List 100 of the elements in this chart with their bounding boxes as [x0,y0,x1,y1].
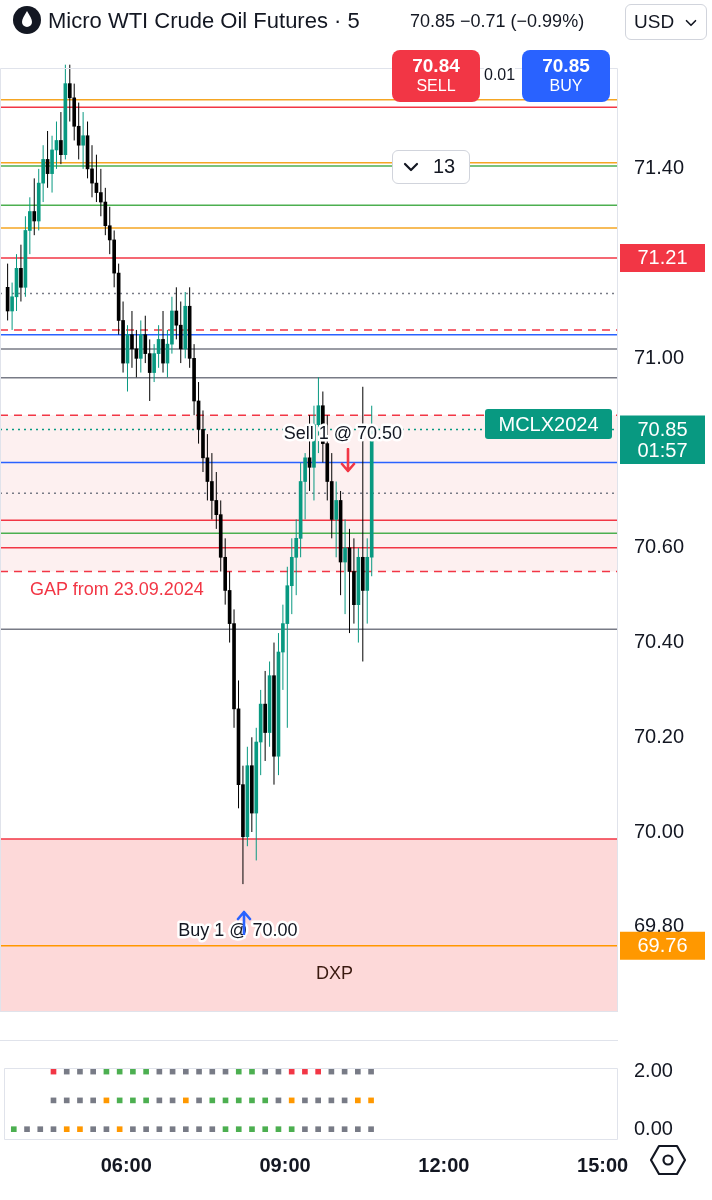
point [209,1068,216,1075]
chart-subtitle: 70.85 −0.71 (−0.99%) [410,11,585,32]
point [116,1126,123,1133]
point [235,1068,242,1075]
candlestick [59,111,63,165]
candlestick [67,64,72,123]
point [302,1097,308,1104]
point [368,1068,374,1075]
point [50,1126,57,1133]
point [130,1097,136,1104]
point [77,1097,83,1104]
point [355,1097,361,1104]
annotation: 70.85 [541,55,591,77]
point [315,1126,321,1133]
point [235,1126,242,1133]
point [103,1126,110,1133]
point [288,1068,295,1075]
x-tick-label: 06:00 [100,1153,152,1176]
candlestick [147,338,152,402]
annotation: SELL [415,77,457,95]
ref-line-label: 69.76 [637,934,688,957]
point [288,1097,295,1104]
chart-title: Micro WTI Crude Oil Futures · 5 [48,8,360,34]
candlestick [152,343,156,383]
y-tick-label: 70.60 [634,535,685,558]
point [249,1126,255,1133]
annotation: 70.84 [411,55,461,77]
candlestick [130,310,134,369]
annotation: MCLX2024 [485,409,612,439]
point [262,1068,269,1075]
point [288,1126,295,1133]
point [77,1126,83,1133]
annotation: GAP from 23.09.2024 [30,579,204,600]
y-tick-label: 70.20 [634,724,685,747]
point [196,1097,202,1104]
point [315,1068,321,1075]
candlestick [76,102,81,160]
candlestick [107,206,112,255]
point [368,1126,374,1133]
point [209,1097,216,1104]
text: 01:57 [620,437,705,464]
y-tick-label: 70.00 [634,819,685,842]
point [182,1126,189,1133]
point [315,1097,321,1104]
y-tick-label: 2.00 [634,1059,673,1082]
text: USD [634,11,675,33]
point [328,1126,335,1133]
y-tick-label: 71.40 [634,156,685,179]
candlestick [90,144,94,198]
point [368,1097,374,1104]
y-tick-label: 70.40 [634,630,685,653]
candlestick [210,452,214,520]
point [130,1068,136,1075]
point [10,1126,17,1133]
point [302,1126,308,1133]
point [24,1126,30,1133]
point [249,1068,255,1075]
annotation: 13 [433,155,456,178]
point [209,1126,216,1133]
point [222,1126,229,1133]
x-tick-label: 12:00 [418,1153,470,1176]
candlestick [343,518,347,615]
point [143,1126,149,1133]
candlestick [334,481,338,558]
point [355,1126,361,1133]
point [143,1097,149,1104]
candlestick [19,244,23,303]
y-tick-label: 71.00 [634,345,685,368]
point [249,1097,255,1104]
point [341,1126,348,1133]
point [262,1126,269,1133]
candlestick [81,111,85,170]
point [63,1097,70,1104]
annotation: BUY [548,77,584,95]
point [37,1126,44,1133]
point [196,1068,202,1075]
point [63,1126,70,1133]
point [169,1126,176,1133]
point [182,1068,189,1075]
point [77,1068,83,1075]
annotation: 0.01 [484,66,516,84]
point [156,1126,163,1133]
point [130,1126,136,1133]
point [196,1126,202,1133]
ref-line-label: 70.85 [637,417,688,440]
ref-line-label: 71.21 [637,246,688,269]
x-tick-label: 09:00 [259,1153,311,1176]
point [143,1068,149,1075]
y-tick-label: 69.80 [634,914,685,937]
point [235,1097,242,1104]
point [90,1068,97,1075]
point [355,1068,361,1075]
y-tick-label: 0.00 [634,1116,673,1139]
x-tick-label: 15:00 [577,1153,629,1176]
point [302,1068,308,1075]
point [182,1097,189,1104]
point [63,1068,70,1075]
point [90,1126,97,1133]
candlestick [32,177,37,236]
point [90,1097,97,1104]
